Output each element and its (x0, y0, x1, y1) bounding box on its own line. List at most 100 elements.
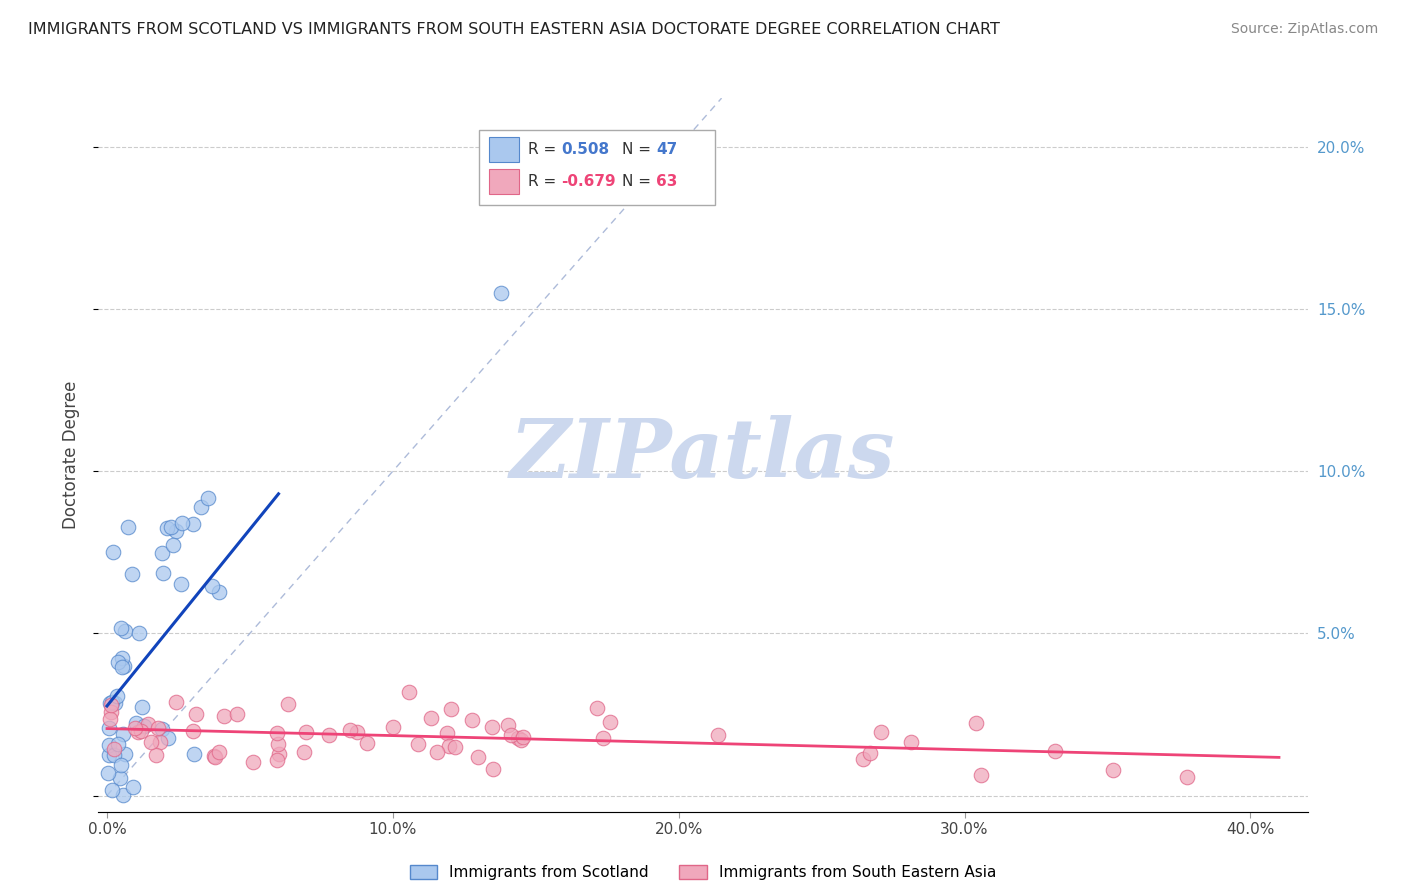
Point (170, 516, 193, 530)
Point (162, 538, 184, 552)
Point (214, 709, 236, 723)
Point (117, 520, 139, 534)
Point (181, 516, 204, 531)
Point (381, 720, 404, 734)
Point (481, 720, 503, 734)
Point (467, 750, 489, 764)
Point (436, 726, 458, 740)
Point (97, 748, 120, 763)
Text: Source: ZipAtlas.com: Source: ZipAtlas.com (1230, 22, 1378, 37)
Point (1175, 770, 1198, 784)
Point (145, 747, 167, 762)
Point (204, 750, 226, 764)
Point (170, 576, 193, 591)
Point (97, 765, 120, 780)
Point (156, 520, 179, 534)
Point (139, 735, 162, 749)
Point (97, 738, 120, 752)
Point (508, 731, 530, 746)
Point (208, 745, 231, 759)
Point (481, 762, 503, 776)
Point (501, 728, 523, 742)
Point (103, 748, 125, 763)
Legend: Immigrants from Scotland, Immigrants from South Eastern Asia: Immigrants from Scotland, Immigrants fro… (409, 865, 997, 880)
Point (970, 768, 993, 782)
Point (152, 566, 174, 580)
Point (356, 737, 378, 751)
Point (339, 723, 361, 738)
Point (184, 706, 207, 721)
Point (100, 698, 122, 712)
Point (267, 747, 290, 762)
Point (346, 724, 368, 739)
Point (108, 771, 131, 785)
Point (98, 696, 121, 710)
Point (111, 651, 134, 665)
Point (165, 524, 187, 539)
Point (124, 721, 146, 735)
Point (101, 695, 124, 709)
Point (165, 695, 187, 709)
Point (136, 716, 159, 731)
Point (707, 729, 730, 743)
Point (181, 724, 204, 739)
Point (190, 500, 212, 515)
Text: N =: N = (621, 142, 655, 157)
Point (292, 745, 315, 759)
Point (440, 701, 463, 715)
Point (491, 285, 513, 300)
Point (100, 705, 122, 719)
Point (150, 546, 173, 560)
Point (201, 579, 224, 593)
Point (131, 700, 153, 714)
Point (157, 731, 180, 745)
Text: N =: N = (621, 174, 655, 189)
Text: R =: R = (527, 142, 561, 157)
Point (437, 739, 460, 753)
Point (97, 721, 120, 735)
Point (110, 758, 132, 772)
Point (592, 731, 614, 745)
Point (110, 621, 132, 635)
Point (121, 567, 143, 582)
Point (111, 660, 134, 674)
Point (900, 734, 922, 748)
Point (125, 716, 148, 731)
Point (509, 732, 531, 747)
FancyBboxPatch shape (479, 130, 716, 205)
Point (406, 737, 429, 751)
Point (208, 584, 231, 599)
Point (101, 783, 124, 797)
Text: -0.679: -0.679 (561, 174, 616, 189)
Point (1102, 763, 1125, 777)
Text: IMMIGRANTS FROM SCOTLAND VS IMMIGRANTS FROM SOUTH EASTERN ASIA DOCTORATE DEGREE : IMMIGRANTS FROM SCOTLAND VS IMMIGRANTS F… (28, 22, 1000, 37)
Point (149, 735, 172, 749)
Point (295, 724, 318, 739)
Point (114, 624, 136, 638)
Point (107, 689, 129, 703)
FancyBboxPatch shape (489, 137, 519, 162)
Point (496, 718, 519, 732)
Point (103, 741, 125, 756)
Text: ZIPatlas: ZIPatlas (510, 415, 896, 495)
Point (460, 713, 482, 727)
Point (398, 685, 420, 699)
Point (1045, 744, 1067, 758)
Point (444, 739, 467, 754)
Point (277, 697, 299, 711)
Point (266, 726, 288, 740)
Text: 47: 47 (655, 142, 678, 157)
Point (107, 738, 129, 752)
Point (197, 491, 219, 506)
Point (242, 755, 264, 769)
Point (859, 746, 882, 760)
Y-axis label: Doctorate Degree: Doctorate Degree (62, 381, 80, 529)
Point (599, 714, 621, 729)
Point (426, 745, 449, 759)
Point (226, 707, 249, 722)
Point (101, 545, 124, 559)
Point (202, 749, 225, 764)
Point (512, 730, 534, 744)
Point (183, 747, 205, 762)
Point (420, 711, 443, 725)
